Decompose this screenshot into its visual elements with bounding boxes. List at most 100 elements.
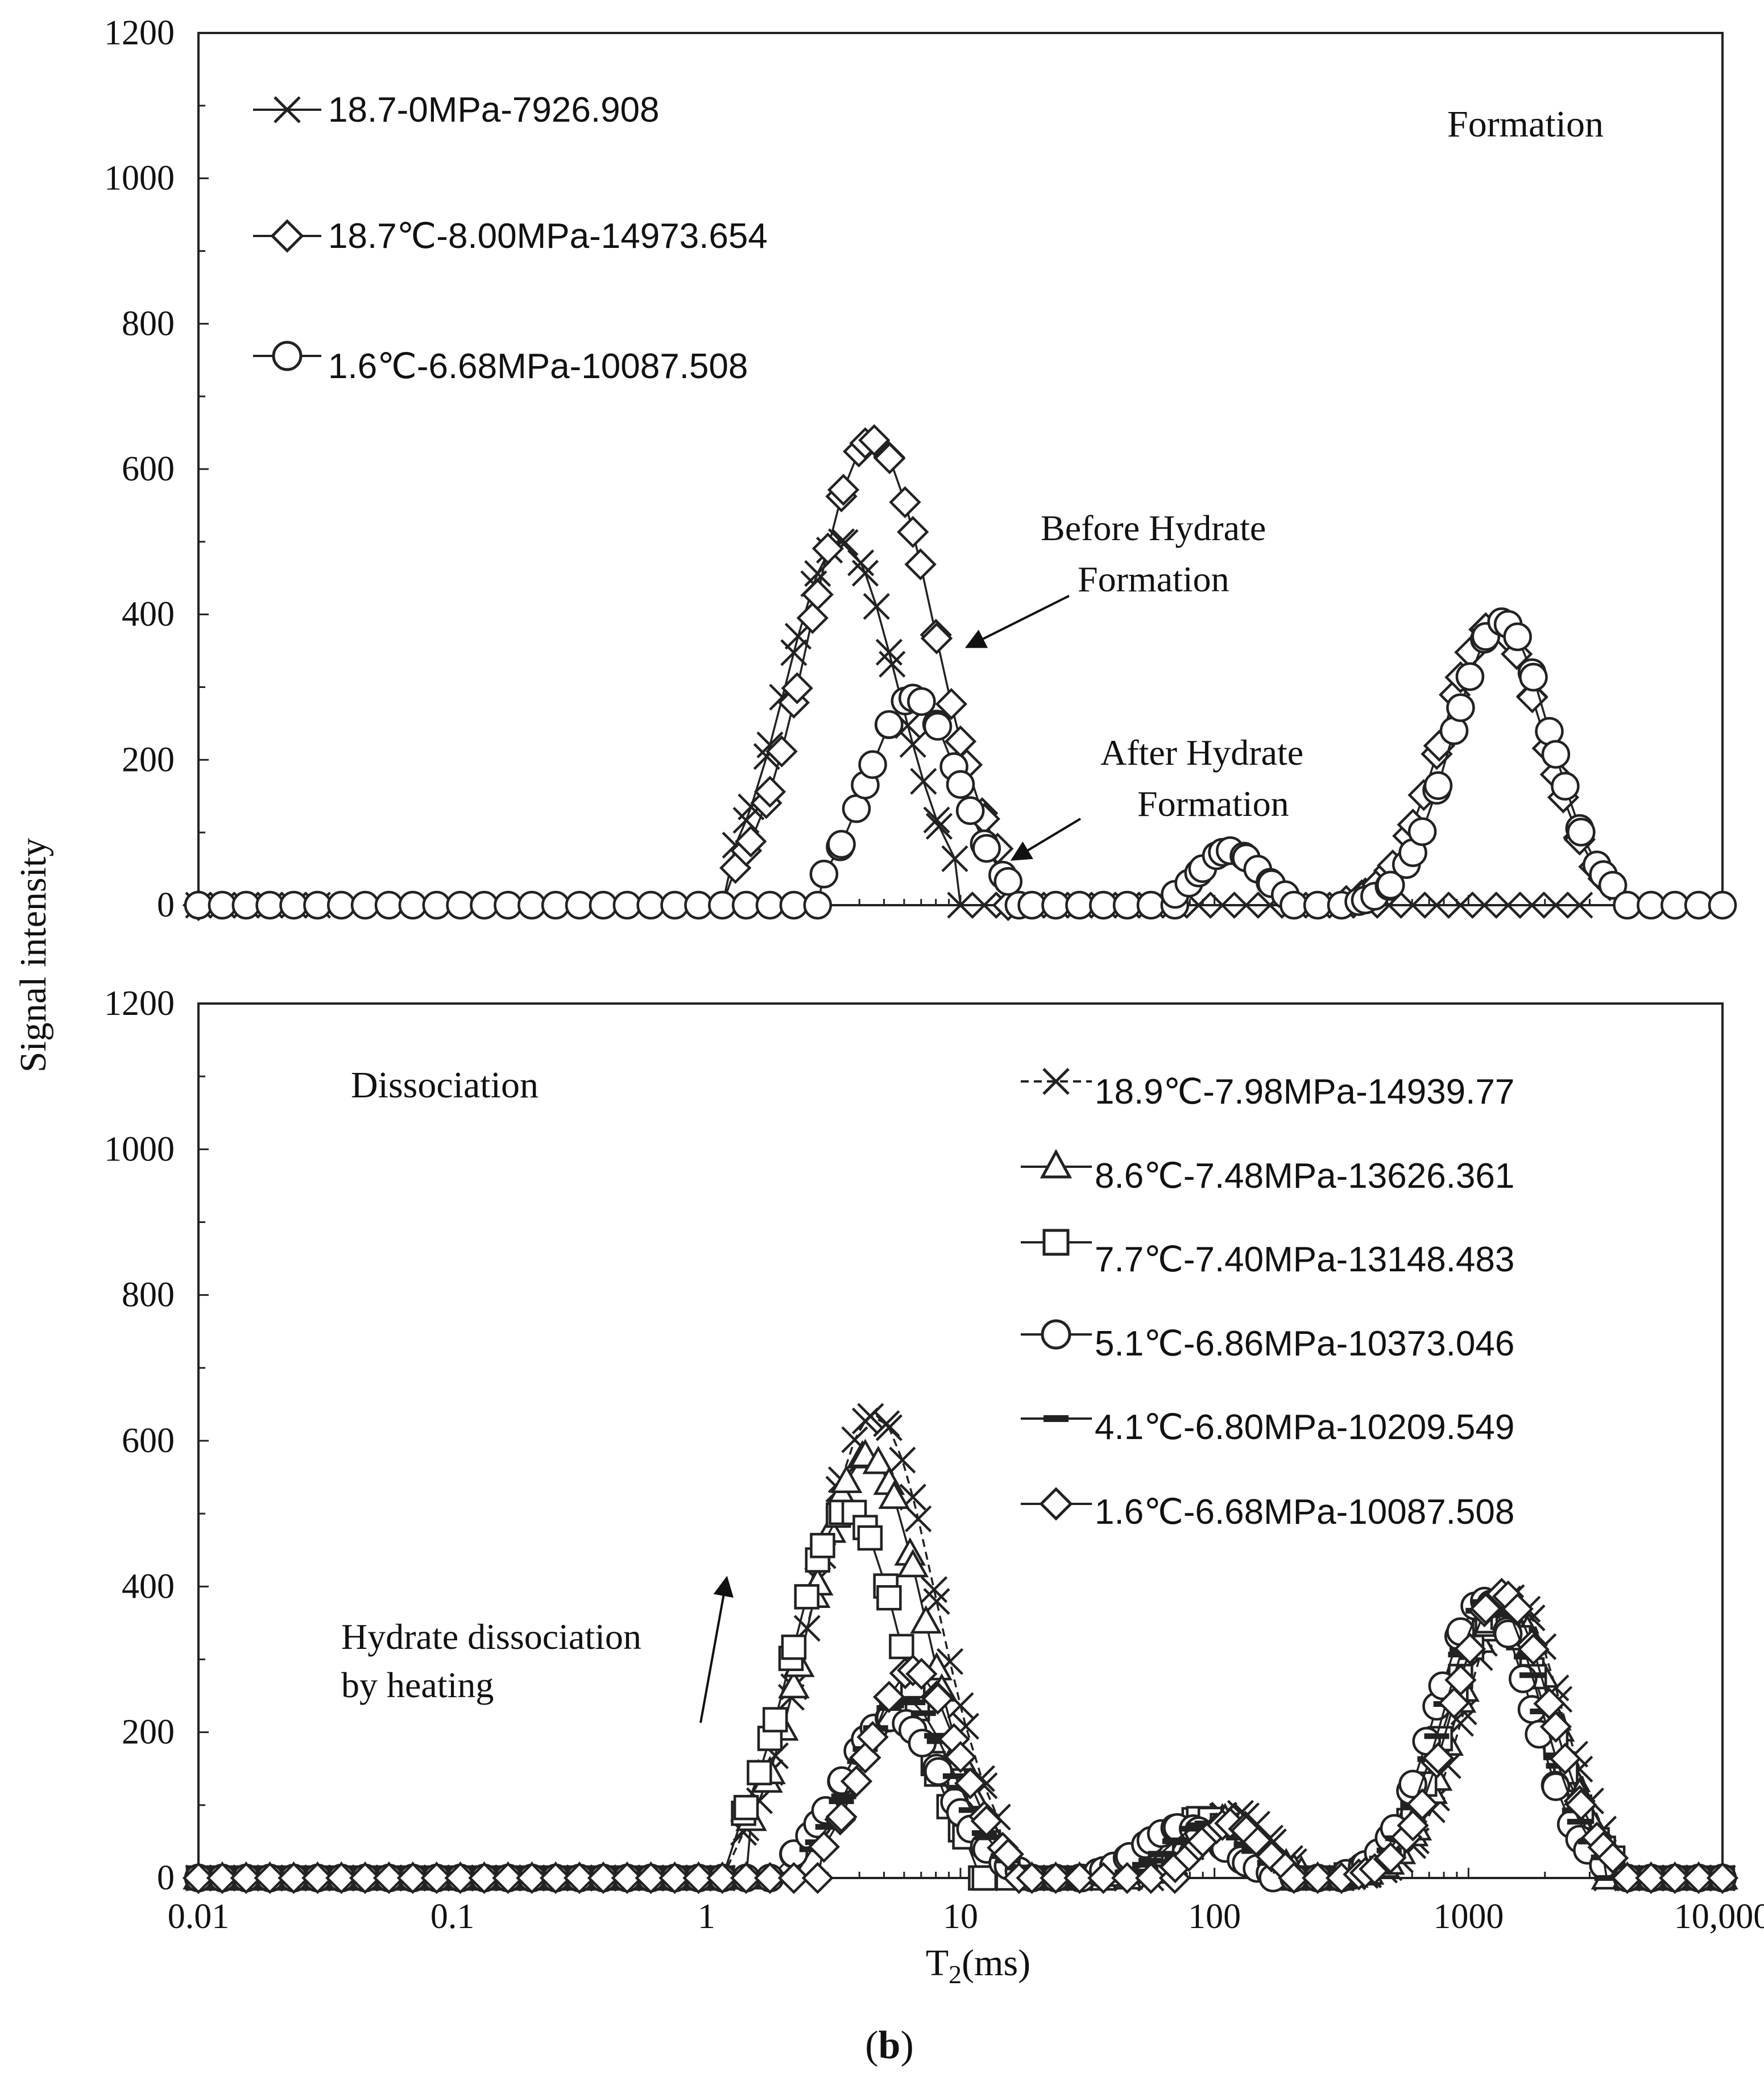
diamond-marker: [1422, 1742, 1455, 1775]
diamond-marker: [753, 776, 786, 808]
formation-legend: 18.7-0MPa-7926.908 18.7℃-8.00MPa-14973.6…: [253, 90, 768, 386]
dash-marker: [942, 1773, 968, 1779]
circle-marker: [1065, 890, 1094, 920]
diamond-marker: [954, 1767, 987, 1800]
circle-marker: [1376, 870, 1405, 899]
y-tick-label: 400: [122, 595, 175, 634]
triangle-marker: [878, 1480, 910, 1509]
diamond-marker: [753, 1862, 786, 1894]
circle-marker-icon: [272, 341, 303, 371]
formation-title: Formation: [1447, 103, 1604, 145]
square-marker: [733, 1794, 759, 1821]
diamond-marker: [1596, 1842, 1629, 1875]
triangle-marker: [862, 1445, 895, 1474]
diamond-marker: [1444, 1664, 1477, 1696]
circle-marker: [755, 890, 785, 920]
x-marker-icon: [1042, 1068, 1070, 1095]
circle-marker: [1519, 662, 1548, 692]
dash-marker: [910, 1710, 936, 1717]
circle-marker: [1637, 890, 1666, 920]
x-marker: [804, 560, 831, 587]
circle-marker: [517, 890, 546, 920]
y-axis-title: Signal intensity: [13, 838, 54, 1073]
dash-marker: [1567, 1819, 1592, 1825]
circle-marker: [1446, 693, 1475, 722]
circle-marker: [1503, 622, 1532, 652]
diamond-marker: [659, 1862, 691, 1894]
diamond-marker: [516, 1862, 548, 1894]
legend-item-5.1C: 5.1℃-6.86MPa-10373.046: [1021, 1319, 1514, 1363]
diamond-marker: [1682, 1862, 1715, 1894]
x-marker: [847, 549, 875, 577]
diamond-marker: [420, 1862, 453, 1894]
circle-marker: [923, 712, 953, 741]
legend-label: 1.6℃-6.68MPa-10087.508: [1095, 1493, 1514, 1532]
diamond-marker: [1539, 1710, 1572, 1743]
square-marker: [794, 1584, 819, 1610]
x-marker: [947, 892, 974, 919]
diamond-marker: [1301, 1862, 1334, 1894]
dissociation-panel: 0 200 400 600 800 1000 1200 0.01 0.1 1 10 100 1000 1…: [104, 984, 1764, 1936]
x-tick-label: 10,000: [1674, 1897, 1764, 1936]
y-tick-label: 0: [157, 886, 175, 925]
x-marker-icon: [274, 96, 301, 123]
circle-marker: [255, 890, 284, 920]
annotation-after-line1: After Hydrate: [1100, 732, 1303, 773]
diamond-marker: [781, 672, 813, 704]
circle-marker: [1613, 890, 1642, 920]
diamond-marker: [444, 1862, 477, 1894]
annotation-before-hydrate: Before Hydrate Formation: [964, 508, 1266, 648]
x-marker: [905, 1505, 932, 1532]
triangle-marker: [897, 1549, 929, 1578]
diamond-marker: [1063, 1862, 1096, 1894]
square-marker: [810, 1533, 835, 1558]
circle-marker: [803, 890, 833, 920]
dash-marker: [831, 1793, 856, 1800]
diamond-marker: [1406, 1788, 1439, 1821]
annotation-after-hydrate: After Hydrate Formation: [1010, 732, 1303, 861]
circle-marker: [1423, 771, 1453, 800]
triangle-marker-icon: [1040, 1149, 1073, 1179]
triangle-marker: [778, 1670, 810, 1699]
annotation-after-line2: Formation: [1137, 783, 1289, 824]
circle-marker: [446, 890, 475, 920]
circle-marker-icon: [1041, 1319, 1071, 1350]
dash-marker: [926, 1738, 952, 1744]
circle-marker: [184, 890, 213, 920]
annotation-arrow: [964, 595, 1070, 648]
dash-marker: [1594, 1875, 1620, 1881]
diamond-marker: [396, 1862, 429, 1894]
diamond-marker: [230, 1862, 262, 1894]
x-marker: [1399, 892, 1427, 919]
diamond-marker: [563, 1862, 596, 1894]
y-tick-label: 600: [122, 450, 175, 488]
diamond-marker: [858, 424, 891, 457]
diamond-marker: [372, 1862, 405, 1894]
diamond-marker-icon: [270, 219, 304, 253]
legend-item-1.6C: 1.6℃-6.68MPa-10087.508: [1021, 1487, 1514, 1532]
square-marker: [876, 1585, 902, 1611]
triangle-marker: [830, 1465, 863, 1493]
legend-item-4.1C: 4.1℃-6.80MPa-10209.549: [1021, 1408, 1514, 1447]
dash-marker: [924, 1732, 950, 1739]
diamond-marker: [492, 1862, 524, 1894]
x-axis-title: T2(ms): [926, 1942, 1030, 1989]
diamond-marker: [635, 1862, 667, 1894]
legend-label: 8.6℃-7.48MPa-13626.361: [1095, 1156, 1514, 1196]
diamond-marker: [904, 548, 937, 581]
annotation-hydrate-dissociation: Hydrate dissociation by heating: [341, 1576, 734, 1723]
dash-marker: [1132, 1862, 1157, 1868]
diamond-marker: [801, 578, 834, 611]
annotation-before-line1: Before Hydrate: [1041, 508, 1266, 548]
diamond-marker: [935, 688, 968, 720]
diamond-marker: [1611, 1862, 1643, 1894]
x-tick-label: 1000: [1433, 1897, 1504, 1936]
circle-marker: [279, 890, 308, 920]
circle-marker: [1551, 772, 1580, 801]
circle-marker: [350, 890, 380, 920]
x-marker: [1423, 892, 1451, 919]
diamond-marker: [735, 825, 767, 858]
diamond-marker: [1040, 1862, 1072, 1894]
circle-marker: [1708, 890, 1737, 920]
circle-marker: [708, 890, 737, 920]
